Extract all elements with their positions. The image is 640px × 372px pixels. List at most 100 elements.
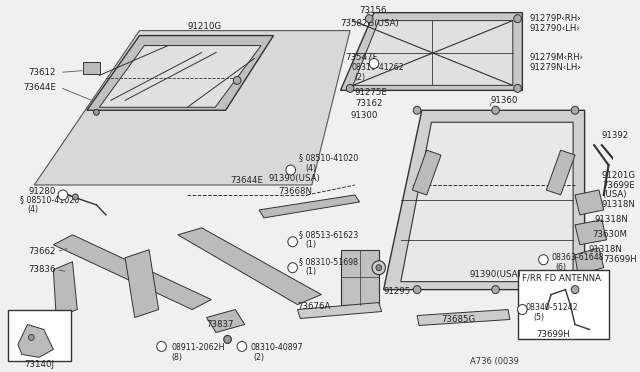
Text: 08340-51242: 08340-51242	[525, 303, 578, 312]
Circle shape	[413, 286, 421, 294]
Circle shape	[514, 84, 522, 92]
Circle shape	[571, 286, 579, 294]
Text: 73676A: 73676A	[298, 302, 331, 311]
Bar	[518, 270, 609, 339]
Bar	[8, 310, 70, 361]
Text: 73837: 73837	[207, 320, 234, 329]
Bar	[340, 250, 379, 305]
Text: 91318N: 91318N	[602, 201, 636, 209]
Text: § 08510-41020: § 08510-41020	[300, 154, 358, 163]
Text: (4): (4)	[28, 205, 38, 214]
Text: (2): (2)	[253, 353, 264, 362]
Circle shape	[372, 261, 385, 275]
Circle shape	[288, 263, 298, 273]
Text: 73644E: 73644E	[23, 83, 56, 92]
Circle shape	[93, 109, 99, 115]
Text: N: N	[159, 343, 164, 349]
Text: S: S	[541, 257, 546, 263]
Polygon shape	[401, 122, 573, 282]
Circle shape	[369, 58, 379, 68]
Bar	[83, 62, 100, 74]
Text: S: S	[520, 307, 525, 312]
Polygon shape	[575, 220, 607, 245]
Text: 73630M: 73630M	[592, 230, 627, 239]
Text: 73547F: 73547F	[346, 53, 378, 62]
Text: S: S	[372, 61, 376, 67]
Text: 91210G: 91210G	[188, 22, 221, 31]
Text: 73836: 73836	[29, 265, 56, 274]
Circle shape	[413, 106, 421, 114]
Circle shape	[492, 106, 499, 114]
Text: 912790‹LH›: 912790‹LH›	[529, 24, 580, 33]
Circle shape	[72, 194, 78, 200]
Text: (1): (1)	[305, 267, 316, 276]
Polygon shape	[34, 31, 350, 185]
Text: 91280: 91280	[29, 187, 56, 196]
Text: 73662: 73662	[29, 247, 56, 256]
Text: (2): (2)	[354, 73, 365, 82]
Text: 91275E: 91275E	[355, 88, 388, 97]
Text: S: S	[291, 239, 295, 245]
Text: § 08310-51698: § 08310-51698	[300, 257, 358, 266]
Text: (6): (6)	[556, 263, 567, 272]
Text: S: S	[291, 265, 295, 271]
Circle shape	[28, 334, 34, 340]
Text: 91392: 91392	[602, 131, 629, 140]
Polygon shape	[259, 195, 360, 218]
Circle shape	[224, 336, 232, 343]
Text: (USA): (USA)	[602, 190, 627, 199]
Circle shape	[365, 15, 373, 23]
Polygon shape	[383, 110, 584, 290]
Text: 73644E: 73644E	[230, 176, 264, 185]
Polygon shape	[178, 228, 321, 305]
Circle shape	[376, 265, 381, 271]
Circle shape	[539, 255, 548, 265]
Text: (1): (1)	[305, 240, 316, 249]
Circle shape	[237, 341, 246, 352]
Text: 91279N‹LH›: 91279N‹LH›	[529, 63, 581, 72]
Text: 91318N: 91318N	[588, 245, 622, 254]
Text: 91360: 91360	[491, 96, 518, 105]
Text: 73699H: 73699H	[604, 255, 637, 264]
Polygon shape	[353, 20, 513, 86]
Polygon shape	[99, 45, 261, 107]
Text: (8): (8)	[171, 353, 182, 362]
Text: 91300: 91300	[350, 111, 378, 120]
Polygon shape	[87, 36, 273, 110]
Text: 91390(USA): 91390(USA)	[470, 270, 522, 279]
Text: S: S	[240, 343, 244, 349]
Circle shape	[571, 106, 579, 114]
Polygon shape	[547, 150, 575, 195]
Polygon shape	[298, 302, 381, 318]
Text: S: S	[61, 192, 65, 198]
Polygon shape	[340, 13, 522, 90]
Polygon shape	[18, 324, 53, 357]
Text: 73162: 73162	[355, 99, 382, 108]
Text: 08363-61648: 08363-61648	[551, 253, 604, 262]
Text: 73582G(USA): 73582G(USA)	[340, 19, 399, 28]
Circle shape	[286, 165, 296, 175]
Text: A736 (0039: A736 (0039	[470, 357, 518, 366]
Circle shape	[157, 341, 166, 352]
Polygon shape	[207, 310, 244, 333]
Text: 73668N: 73668N	[278, 187, 312, 196]
Polygon shape	[53, 235, 211, 310]
Polygon shape	[53, 262, 77, 318]
Circle shape	[58, 190, 68, 200]
Text: 08911-2062H: 08911-2062H	[171, 343, 225, 352]
Text: 08310-41262: 08310-41262	[351, 63, 404, 72]
Text: 91318N: 91318N	[594, 215, 628, 224]
Text: 73140J: 73140J	[24, 360, 54, 369]
Text: 91279P‹RH›: 91279P‹RH›	[529, 14, 580, 23]
Circle shape	[234, 76, 241, 84]
Text: 91201G: 91201G	[602, 170, 636, 180]
Polygon shape	[125, 250, 159, 318]
Text: 73699E: 73699E	[602, 180, 635, 189]
Text: 08310-40897: 08310-40897	[250, 343, 303, 352]
Circle shape	[514, 15, 522, 23]
Text: 73612: 73612	[29, 68, 56, 77]
Circle shape	[518, 305, 527, 314]
Circle shape	[288, 237, 298, 247]
Text: 91390(USA): 91390(USA)	[269, 173, 321, 183]
Polygon shape	[417, 310, 510, 326]
